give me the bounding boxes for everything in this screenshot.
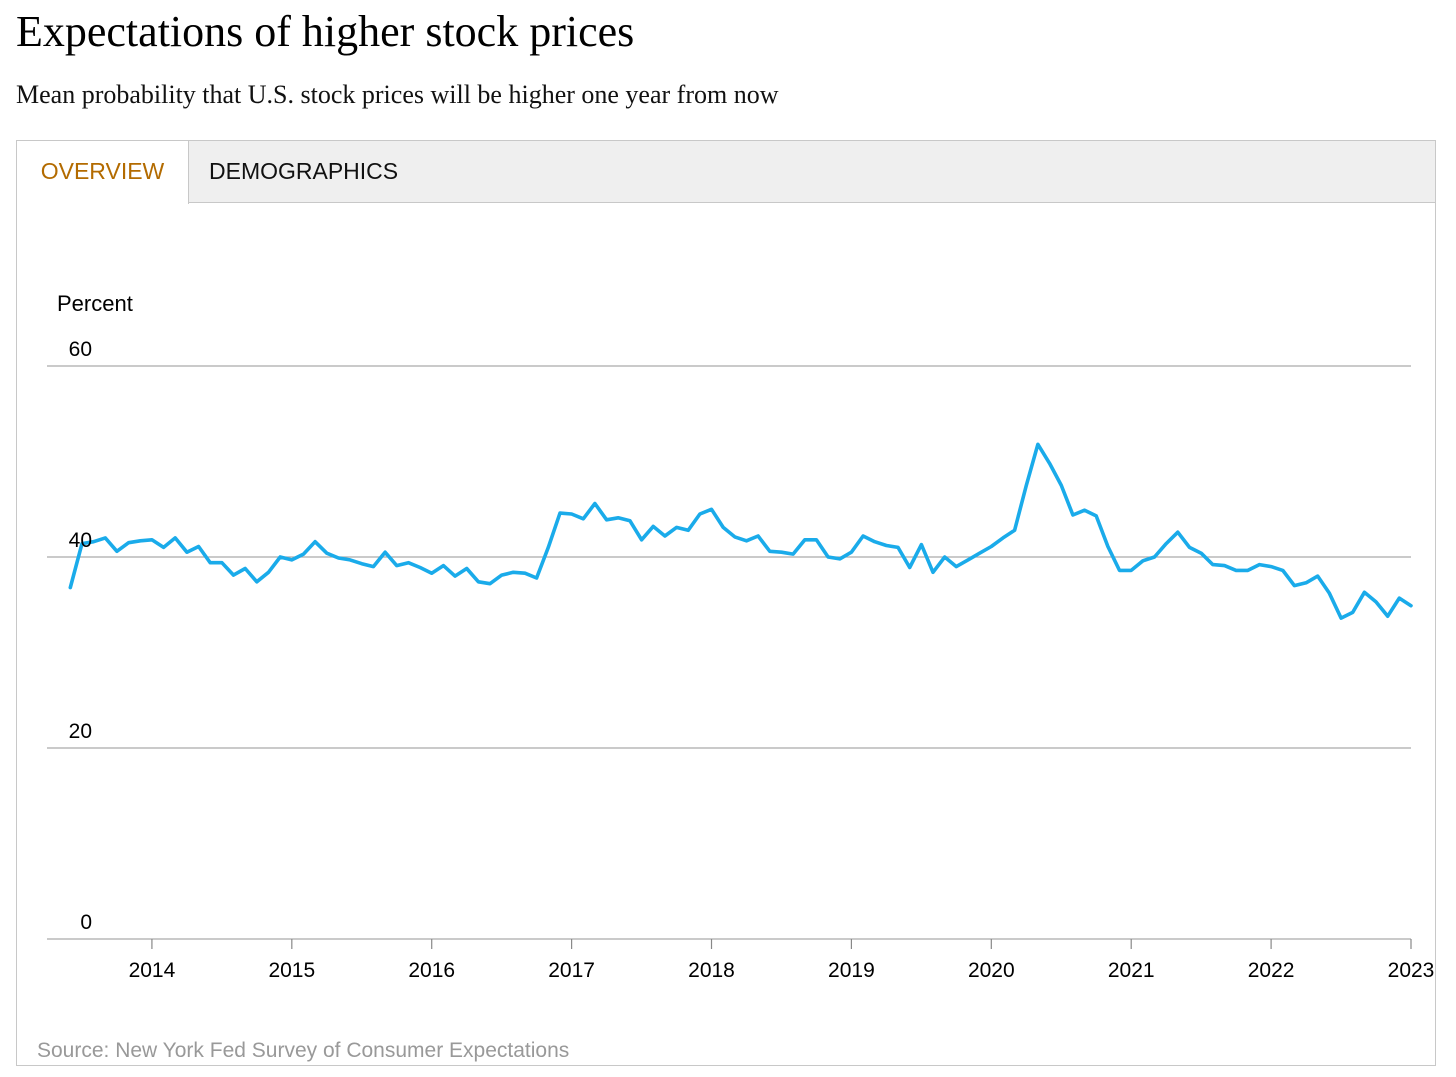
y-tick-label-60: 60 bbox=[69, 338, 92, 361]
x-tick-label-2016: 2016 bbox=[408, 959, 455, 982]
source-note: Source: New York Fed Survey of Consumer … bbox=[37, 1039, 570, 1062]
y-tick-label-40: 40 bbox=[69, 529, 92, 552]
y-tick-label-20: 20 bbox=[69, 720, 92, 743]
chart-panel: OVERVIEW DEMOGRAPHICS 0 20 40 60 Percent 2014… bbox=[16, 140, 1436, 1066]
x-tick-label-2023: 2023 bbox=[1388, 959, 1435, 982]
series-line-0 bbox=[68, 442, 1413, 620]
x-tick-label-2015: 2015 bbox=[268, 959, 315, 982]
x-tick-label-2019: 2019 bbox=[828, 959, 875, 982]
chart-subtitle: Mean probability that U.S. stock prices … bbox=[16, 80, 779, 109]
x-tick-label-2022: 2022 bbox=[1248, 959, 1295, 982]
tab-bar: OVERVIEW DEMOGRAPHICS bbox=[17, 141, 1435, 204]
chart-title: Expectations of higher stock prices bbox=[16, 7, 635, 56]
line-chart: 0 20 40 60 Percent 2014 2015 2016 2017 2018 2019 20… bbox=[47, 291, 1435, 982]
tab-overview[interactable]: OVERVIEW bbox=[17, 141, 189, 204]
y-tick-label-0: 0 bbox=[80, 911, 92, 934]
x-tick-label-2021: 2021 bbox=[1108, 959, 1155, 982]
tab-demographics[interactable]: DEMOGRAPHICS bbox=[209, 158, 399, 184]
x-tick-label-2017: 2017 bbox=[548, 959, 595, 982]
x-tick-label-2014: 2014 bbox=[129, 959, 176, 982]
y-axis-title: Percent bbox=[57, 291, 133, 316]
x-tick-label-2020: 2020 bbox=[968, 959, 1015, 982]
x-tick-label-2018: 2018 bbox=[688, 959, 735, 982]
